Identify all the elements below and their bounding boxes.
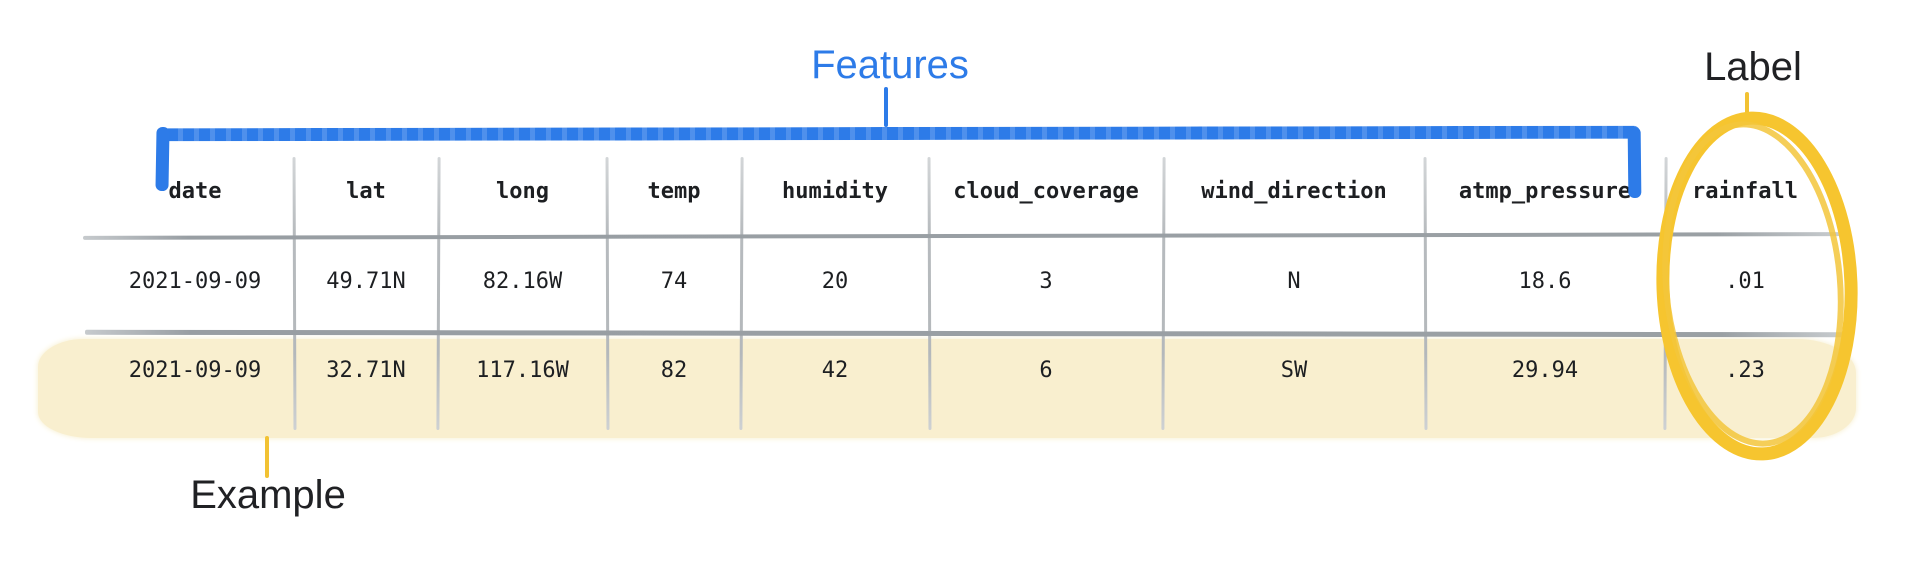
cell-wind-direction: N [1287,268,1301,294]
cell-humidity: 20 [821,268,849,294]
header-cell-atmp-pressure: atmp_pressure [1458,178,1632,204]
label-annotation: Label [1704,45,1802,89]
features-bracket-left-hook [155,126,170,192]
header-cell-long: long [496,178,549,204]
features-bracket [161,125,1641,142]
table-row-example: 2021-09-09 32.71N 117.16W 82 42 6 SW 29.… [96,348,1825,392]
features-connector-line [884,87,888,127]
cell-atmp-pressure: 29.94 [1511,357,1579,383]
cell-atmp-pressure: 18.6 [1518,268,1572,294]
label-connector-line [1745,92,1749,114]
header-cell-rainfall: rainfall [1692,178,1798,204]
cell-lat: 49.71N [326,268,406,294]
label-circle-annotation [1656,111,1858,461]
example-annotation: Example [190,473,346,517]
header-cell-lat: lat [346,178,386,204]
header-cell-temp: temp [647,178,701,204]
cell-wind-direction: SW [1280,357,1308,383]
row-divider [82,232,1841,240]
header-cell-humidity: humidity [782,178,888,204]
cell-long: 117.16W [476,357,569,383]
features-bracket-right-hook [1627,126,1642,199]
cell-long: 82.16W [482,268,563,294]
ellipse-stroke-inner [1662,121,1844,447]
cell-cloud-coverage: 6 [1039,357,1053,383]
cell-cloud-coverage: 3 [1039,268,1053,294]
table-row: 2021-09-09 49.71N 82.16W 74 20 3 N 18.6 … [96,259,1825,303]
cell-date: 2021-09-09 [128,268,262,294]
example-connector-line [265,436,269,478]
ellipse-stroke-outer [1656,111,1858,461]
header-cell-cloud-coverage: cloud_coverage [953,178,1139,204]
cell-lat: 32.71N [326,357,406,383]
table-header-row: date lat long temp humidity cloud_covera… [96,169,1825,213]
cell-temp: 74 [660,268,688,294]
cell-date: 2021-09-09 [128,357,262,383]
header-cell-wind-direction: wind_direction [1201,178,1387,204]
cell-temp: 82 [660,357,688,383]
cell-humidity: 42 [821,357,849,383]
header-cell-date: date [168,178,222,204]
row-divider [84,329,1846,338]
features-annotation: Features [811,43,969,87]
example-row-highlight [38,339,1856,438]
cell-rainfall: .01 [1725,268,1765,294]
cell-rainfall: .23 [1725,357,1765,383]
